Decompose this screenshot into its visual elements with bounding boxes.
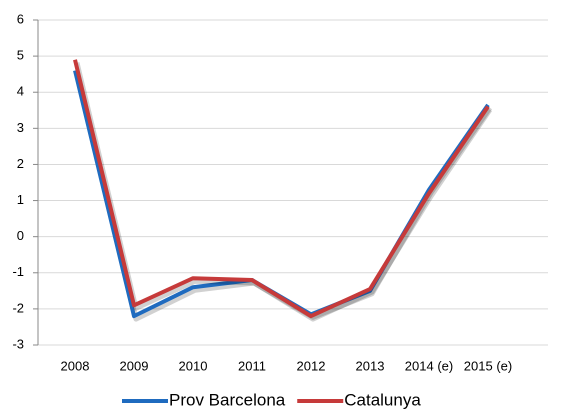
x-tick-label: 2010 <box>179 358 208 373</box>
y-tick-label: 0 <box>17 228 24 243</box>
y-tick-label: -1 <box>12 264 24 279</box>
y-tick-label: -3 <box>12 336 24 351</box>
y-tick-label: 2 <box>17 156 24 171</box>
x-tick-label: 2014 (e) <box>405 358 453 373</box>
x-tick-label: 2015 (e) <box>464 358 512 373</box>
series-line <box>73 59 490 319</box>
series-line <box>73 70 490 319</box>
y-tick-label: 6 <box>17 11 24 26</box>
x-tick-label: 2011 <box>238 358 266 373</box>
y-tick-label: -2 <box>12 300 24 315</box>
x-tick-label: 2009 <box>120 358 149 373</box>
x-tick-label: 2008 <box>61 358 90 373</box>
y-tick-label: 3 <box>17 120 24 135</box>
x-tick-label: 2012 <box>297 358 326 373</box>
y-tick-label: 4 <box>17 84 24 99</box>
x-tick-label: 2013 <box>356 358 385 373</box>
y-tick-label: 1 <box>17 192 24 207</box>
y-tick-label: 5 <box>17 48 24 63</box>
legend: Prov Barcelona Catalunya <box>122 390 421 409</box>
legend-label: Catalunya <box>344 390 421 409</box>
legend-label: Prov Barcelona <box>169 390 286 409</box>
